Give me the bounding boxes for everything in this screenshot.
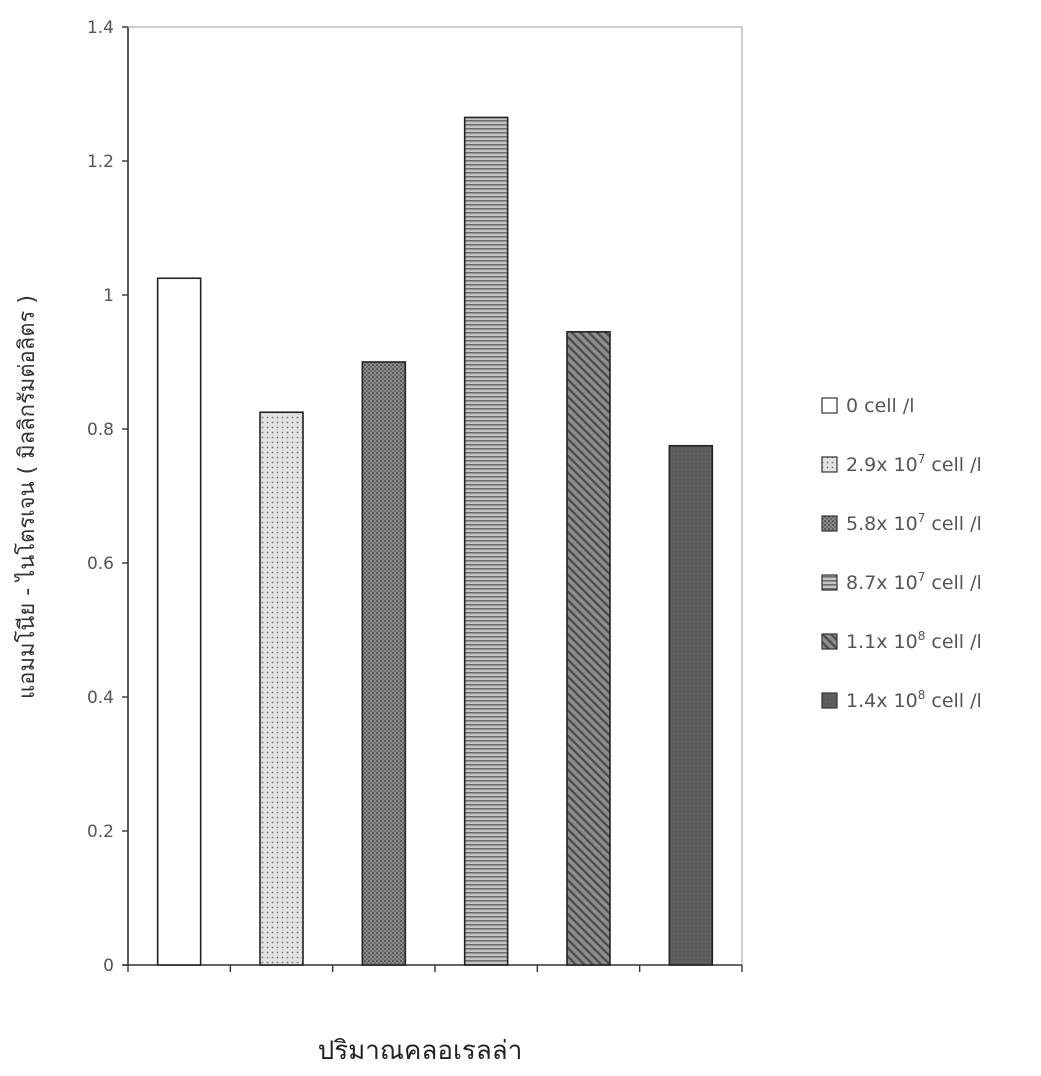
legend-swatch-3: [821, 515, 838, 532]
legend-swatch-2: [821, 456, 838, 473]
y-tick-label: 1: [103, 286, 114, 306]
legend-swatch-4: [821, 574, 838, 591]
plot-area-frame: [123, 26, 743, 966]
legend-label-6: 1.4x 108 cell /l: [846, 688, 982, 712]
legend-label-1: 0 cell /l: [846, 395, 915, 417]
bar-1: [156, 277, 202, 966]
bar-6: [668, 444, 714, 966]
y-tick-label: 1.4: [87, 18, 114, 38]
x-axis-ticks: [127, 965, 743, 972]
legend-swatch-6: [821, 692, 838, 709]
y-tick-label: 0.6: [87, 554, 114, 574]
bars: [156, 116, 714, 966]
y-tick-label: 0.4: [87, 688, 114, 708]
legend-swatch-1: [821, 397, 838, 414]
bar-3: [361, 361, 407, 966]
legend-swatch-5: [821, 633, 838, 650]
legend-label-2: 2.9x 107 cell /l: [846, 452, 982, 476]
y-tick-label: 0.2: [87, 822, 114, 842]
bar-4: [463, 116, 509, 966]
x-axis-label: ปริมาณคลอเรลล่า: [318, 1036, 523, 1066]
y-axis-label: แอมมโนีย - ไนโตรเจน ( มิลลิกรัมต่อลิตร ): [14, 295, 40, 699]
y-tick-label: 0.8: [87, 420, 114, 440]
y-axis-ticks: 0 0.2 0.4 0.6 0.8 1 1.2 1.4: [87, 18, 128, 976]
y-tick-label: 0: [103, 956, 114, 976]
legend: 0 cell /l 2.9x 107 cell /l 5.8x 107 cell /…: [821, 395, 982, 712]
bar-5: [566, 331, 611, 966]
legend-label-5: 1.1x 108 cell /l: [846, 629, 982, 653]
y-tick-label: 1.2: [87, 152, 114, 172]
bar-2: [259, 411, 304, 966]
legend-label-4: 8.7x 107 cell /l: [846, 570, 982, 594]
legend-label-3: 5.8x 107 cell /l: [846, 511, 982, 535]
